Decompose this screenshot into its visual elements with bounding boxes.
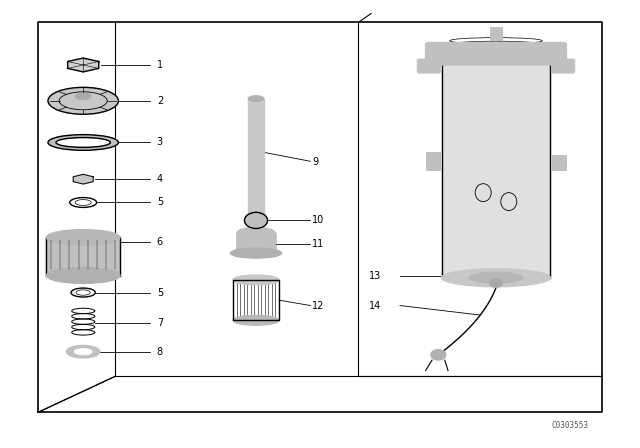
Ellipse shape: [230, 248, 282, 258]
Text: 12: 12: [312, 301, 324, 310]
Text: 8: 8: [157, 347, 163, 357]
Ellipse shape: [46, 268, 120, 284]
Text: C0303553: C0303553: [552, 421, 589, 430]
Text: 5: 5: [157, 198, 163, 207]
Text: 9: 9: [312, 157, 319, 167]
FancyBboxPatch shape: [552, 59, 575, 73]
Ellipse shape: [233, 315, 279, 325]
Text: 4: 4: [157, 174, 163, 184]
Ellipse shape: [46, 229, 120, 246]
Text: 7: 7: [157, 319, 163, 328]
Ellipse shape: [248, 96, 264, 101]
Bar: [426, 152, 440, 170]
Bar: [237, 233, 275, 249]
Text: 10: 10: [312, 215, 324, 225]
Bar: [490, 27, 502, 40]
Ellipse shape: [442, 45, 550, 63]
Ellipse shape: [248, 221, 264, 227]
Ellipse shape: [468, 272, 524, 284]
Ellipse shape: [442, 269, 550, 287]
Text: 13: 13: [369, 271, 381, 280]
Polygon shape: [47, 237, 120, 276]
Text: 14: 14: [369, 301, 381, 310]
Text: 1: 1: [157, 60, 163, 70]
FancyBboxPatch shape: [417, 59, 440, 73]
Ellipse shape: [67, 345, 100, 358]
Polygon shape: [68, 58, 99, 72]
Text: 6: 6: [157, 237, 163, 247]
Circle shape: [431, 349, 446, 360]
Bar: [233, 280, 279, 320]
Ellipse shape: [237, 228, 275, 238]
Ellipse shape: [233, 275, 279, 285]
Bar: [442, 54, 550, 278]
Bar: [248, 99, 264, 224]
Text: 2: 2: [157, 96, 163, 106]
Ellipse shape: [76, 93, 92, 100]
Polygon shape: [73, 174, 93, 184]
Ellipse shape: [237, 243, 275, 254]
Text: 5: 5: [157, 288, 163, 297]
Polygon shape: [48, 135, 118, 150]
Circle shape: [244, 212, 268, 228]
Bar: [552, 155, 566, 170]
Ellipse shape: [74, 349, 92, 355]
Ellipse shape: [48, 87, 118, 114]
Circle shape: [490, 279, 502, 288]
Text: 11: 11: [312, 239, 324, 249]
FancyBboxPatch shape: [426, 43, 566, 65]
Text: 3: 3: [157, 138, 163, 147]
